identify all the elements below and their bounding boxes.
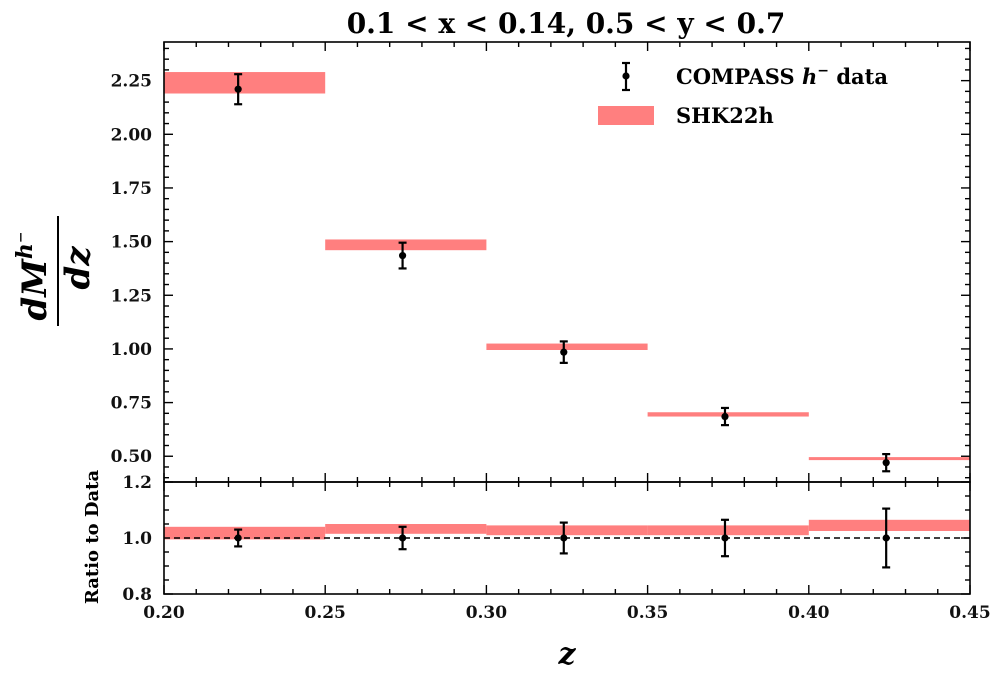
y-tick-label: 0.50	[111, 447, 153, 467]
ratio-y-axis-label: Ratio to Data	[82, 470, 103, 605]
legend-band-symbol	[598, 106, 654, 125]
data-point	[882, 459, 890, 467]
y-tick-label: 0.8	[122, 585, 152, 605]
y-tick-label: 2.00	[111, 125, 153, 145]
y-tick-label: 2.25	[111, 72, 152, 92]
y-tick-label: 1.0	[122, 529, 152, 549]
y-tick-label: 1.2	[122, 473, 152, 493]
x-tick-label: 0.40	[788, 603, 830, 623]
ratio-frame	[163, 481, 971, 595]
x-tick-label: 0.25	[304, 603, 345, 623]
legend-entry-model: SHK22h	[676, 103, 774, 128]
ratio-band	[164, 526, 326, 540]
ratio-point	[721, 534, 729, 542]
ratio-band	[808, 519, 970, 531]
x-tick-label: 0.20	[143, 603, 185, 623]
model-band	[164, 72, 326, 94]
model-band	[486, 343, 648, 350]
legend-entry-data: COMPASS h− data	[676, 63, 888, 89]
data-point	[560, 348, 568, 356]
main-y-axis-label: dMh⁻ dz	[12, 216, 98, 326]
ratio-band	[486, 525, 648, 536]
svg-text:dMh⁻: dMh⁻	[12, 231, 55, 320]
main-panel: 0.50 0.75 1.00 1.25 1.50 1.75 2.00 2.25	[111, 41, 971, 483]
x-axis-label: z	[557, 637, 576, 672]
x-tick-label: 0.45	[949, 603, 990, 623]
ratio-point	[560, 534, 568, 542]
model-band	[325, 239, 487, 251]
y-tick-label: 1.75	[111, 179, 152, 199]
model-band	[808, 457, 970, 461]
ylabel-superscript: h⁻	[12, 231, 38, 259]
ratio-point	[882, 534, 890, 542]
ratio-panel: 0.8 1.0 1.2 0.20 0.25 0.30 0.35 0.40 0.45	[122, 473, 990, 623]
main-frame	[163, 41, 971, 483]
ratio-band	[325, 524, 487, 534]
data-point	[721, 412, 729, 421]
ylabel-denominator: dz	[58, 246, 98, 290]
y-tick-label: 0.75	[111, 394, 152, 414]
y-tick-label: 1.00	[111, 340, 153, 360]
y-tick-label: 1.50	[111, 233, 153, 253]
legend-marker	[622, 72, 630, 80]
model-band	[647, 412, 809, 417]
data-point	[398, 251, 407, 260]
y-tick-label: 1.25	[111, 286, 152, 306]
ratio-point	[234, 534, 242, 542]
ratio-band	[647, 525, 809, 536]
x-tick-label: 0.30	[466, 603, 508, 623]
legend: COMPASS h− data SHK22h	[598, 61, 888, 128]
ylabel-numerator: dM	[15, 258, 55, 321]
x-tick-label: 0.35	[627, 603, 668, 623]
data-point	[234, 85, 242, 93]
ratio-point	[398, 534, 407, 542]
chart-title: 0.1 < x < 0.14, 0.5 < y < 0.7	[347, 7, 786, 40]
